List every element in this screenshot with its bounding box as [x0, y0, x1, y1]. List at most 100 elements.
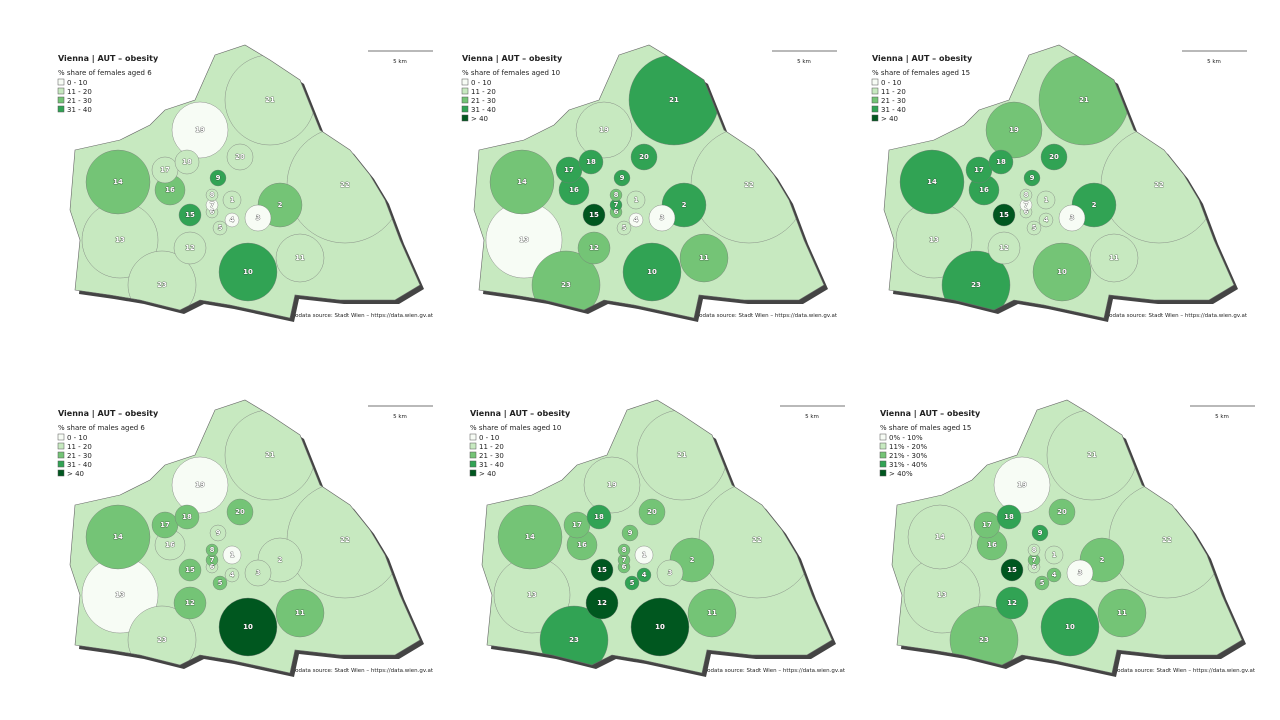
district-label: 12 [597, 599, 607, 607]
district-label: 7 [210, 556, 215, 564]
district [899, 149, 965, 215]
legend-label: 11 - 20 [471, 88, 496, 96]
district [244, 204, 272, 232]
district-label: 6 [210, 208, 215, 216]
district [987, 231, 1021, 265]
district [634, 545, 654, 565]
district-label: 15 [1007, 566, 1017, 574]
district [173, 231, 207, 265]
district [205, 188, 219, 202]
district-label: 18 [594, 513, 604, 521]
district-label: 14 [113, 178, 123, 186]
district-label: 22 [340, 536, 350, 544]
district [1097, 588, 1147, 638]
source-note: geodata source: Stadt Wien – https://dat… [288, 668, 434, 674]
district-label: 21 [1087, 451, 1097, 459]
district [178, 558, 202, 582]
source-note: geodata source: Stadt Wien – https://dat… [1102, 313, 1248, 319]
map-panel: Vienna | AUT – obesity % share of males a… [469, 399, 846, 677]
district-label: 16 [165, 186, 175, 194]
district [995, 586, 1029, 620]
district-label: 17 [160, 521, 170, 529]
district [996, 504, 1022, 530]
legend-label: 21 - 30 [67, 97, 92, 105]
map-title: Vienna | AUT – obesity [880, 409, 981, 418]
map-title: Vienna | AUT – obesity [872, 54, 973, 63]
district-label: 18 [1004, 513, 1014, 521]
district-label: 14 [113, 533, 123, 541]
scale-label: 5 km [393, 59, 407, 65]
district-label: 3 [256, 214, 261, 222]
district-label: 1 [230, 551, 235, 559]
map-outline [69, 399, 421, 674]
district [1089, 233, 1139, 283]
source-note: geodata source: Stadt Wien – https://dat… [288, 313, 434, 319]
district-label: 23 [979, 636, 989, 644]
district-label: 6 [210, 563, 215, 571]
legend-swatch [871, 96, 879, 104]
district-label: 4 [230, 571, 235, 579]
district [1038, 212, 1054, 228]
district-label: 18 [182, 158, 192, 166]
district-label: 5 [1032, 224, 1037, 232]
district-label: 23 [569, 636, 579, 644]
district-label: 5 [622, 224, 627, 232]
district [630, 597, 690, 657]
district [586, 504, 612, 530]
district [1046, 567, 1062, 583]
district-label: 17 [572, 521, 582, 529]
district-label: 17 [982, 521, 992, 529]
district-label: 11 [1117, 609, 1127, 617]
legend-swatch [469, 442, 477, 450]
legend-title: % share of females aged 10 [462, 69, 560, 77]
district-label: 19 [607, 481, 617, 489]
district [1019, 188, 1033, 202]
legend-label: 0 - 10 [67, 434, 87, 442]
legend-swatch [461, 87, 469, 95]
district-label: 16 [987, 541, 997, 549]
district-label: 11 [1109, 254, 1119, 262]
map-panel: Vienna | AUT – obesity % share of females… [57, 44, 434, 322]
district [679, 233, 729, 283]
district-label: 17 [564, 166, 574, 174]
district-label: 3 [660, 214, 665, 222]
district-label: 9 [216, 174, 221, 182]
legend-label: > 40 [67, 470, 84, 478]
district [497, 504, 563, 570]
legend-swatch [469, 451, 477, 459]
map-title: Vienna | AUT – obesity [58, 54, 159, 63]
map-base [70, 45, 420, 318]
district [590, 558, 614, 582]
district [630, 143, 658, 171]
legend-label: 31 - 40 [471, 106, 496, 114]
legend-label: 11 - 20 [881, 88, 906, 96]
district-label: 10 [1057, 268, 1067, 276]
legend-label: 0 - 10 [67, 79, 87, 87]
district-label: 8 [1032, 546, 1037, 554]
district-label: 9 [628, 529, 633, 537]
district-label: 13 [519, 236, 529, 244]
district-label: 2 [278, 556, 283, 564]
district [224, 567, 240, 583]
legend-swatch [461, 114, 469, 122]
district-label: 23 [157, 281, 167, 289]
district-label: 1 [1052, 551, 1057, 559]
district [1058, 204, 1086, 232]
legend-label: > 40 [471, 115, 488, 123]
map-base [482, 400, 832, 673]
source-note: geodata source: Stadt Wien – https://dat… [700, 668, 846, 674]
district-label: 3 [256, 569, 261, 577]
district [1048, 498, 1076, 526]
district [687, 588, 737, 638]
scale-label: 5 km [797, 59, 811, 65]
district [1031, 524, 1049, 542]
district [1040, 143, 1068, 171]
district-label: 6 [614, 208, 619, 216]
district [609, 188, 623, 202]
district-label: 22 [752, 536, 762, 544]
district-label: 8 [1024, 191, 1029, 199]
district [222, 190, 242, 210]
district-label: 14 [935, 533, 945, 541]
